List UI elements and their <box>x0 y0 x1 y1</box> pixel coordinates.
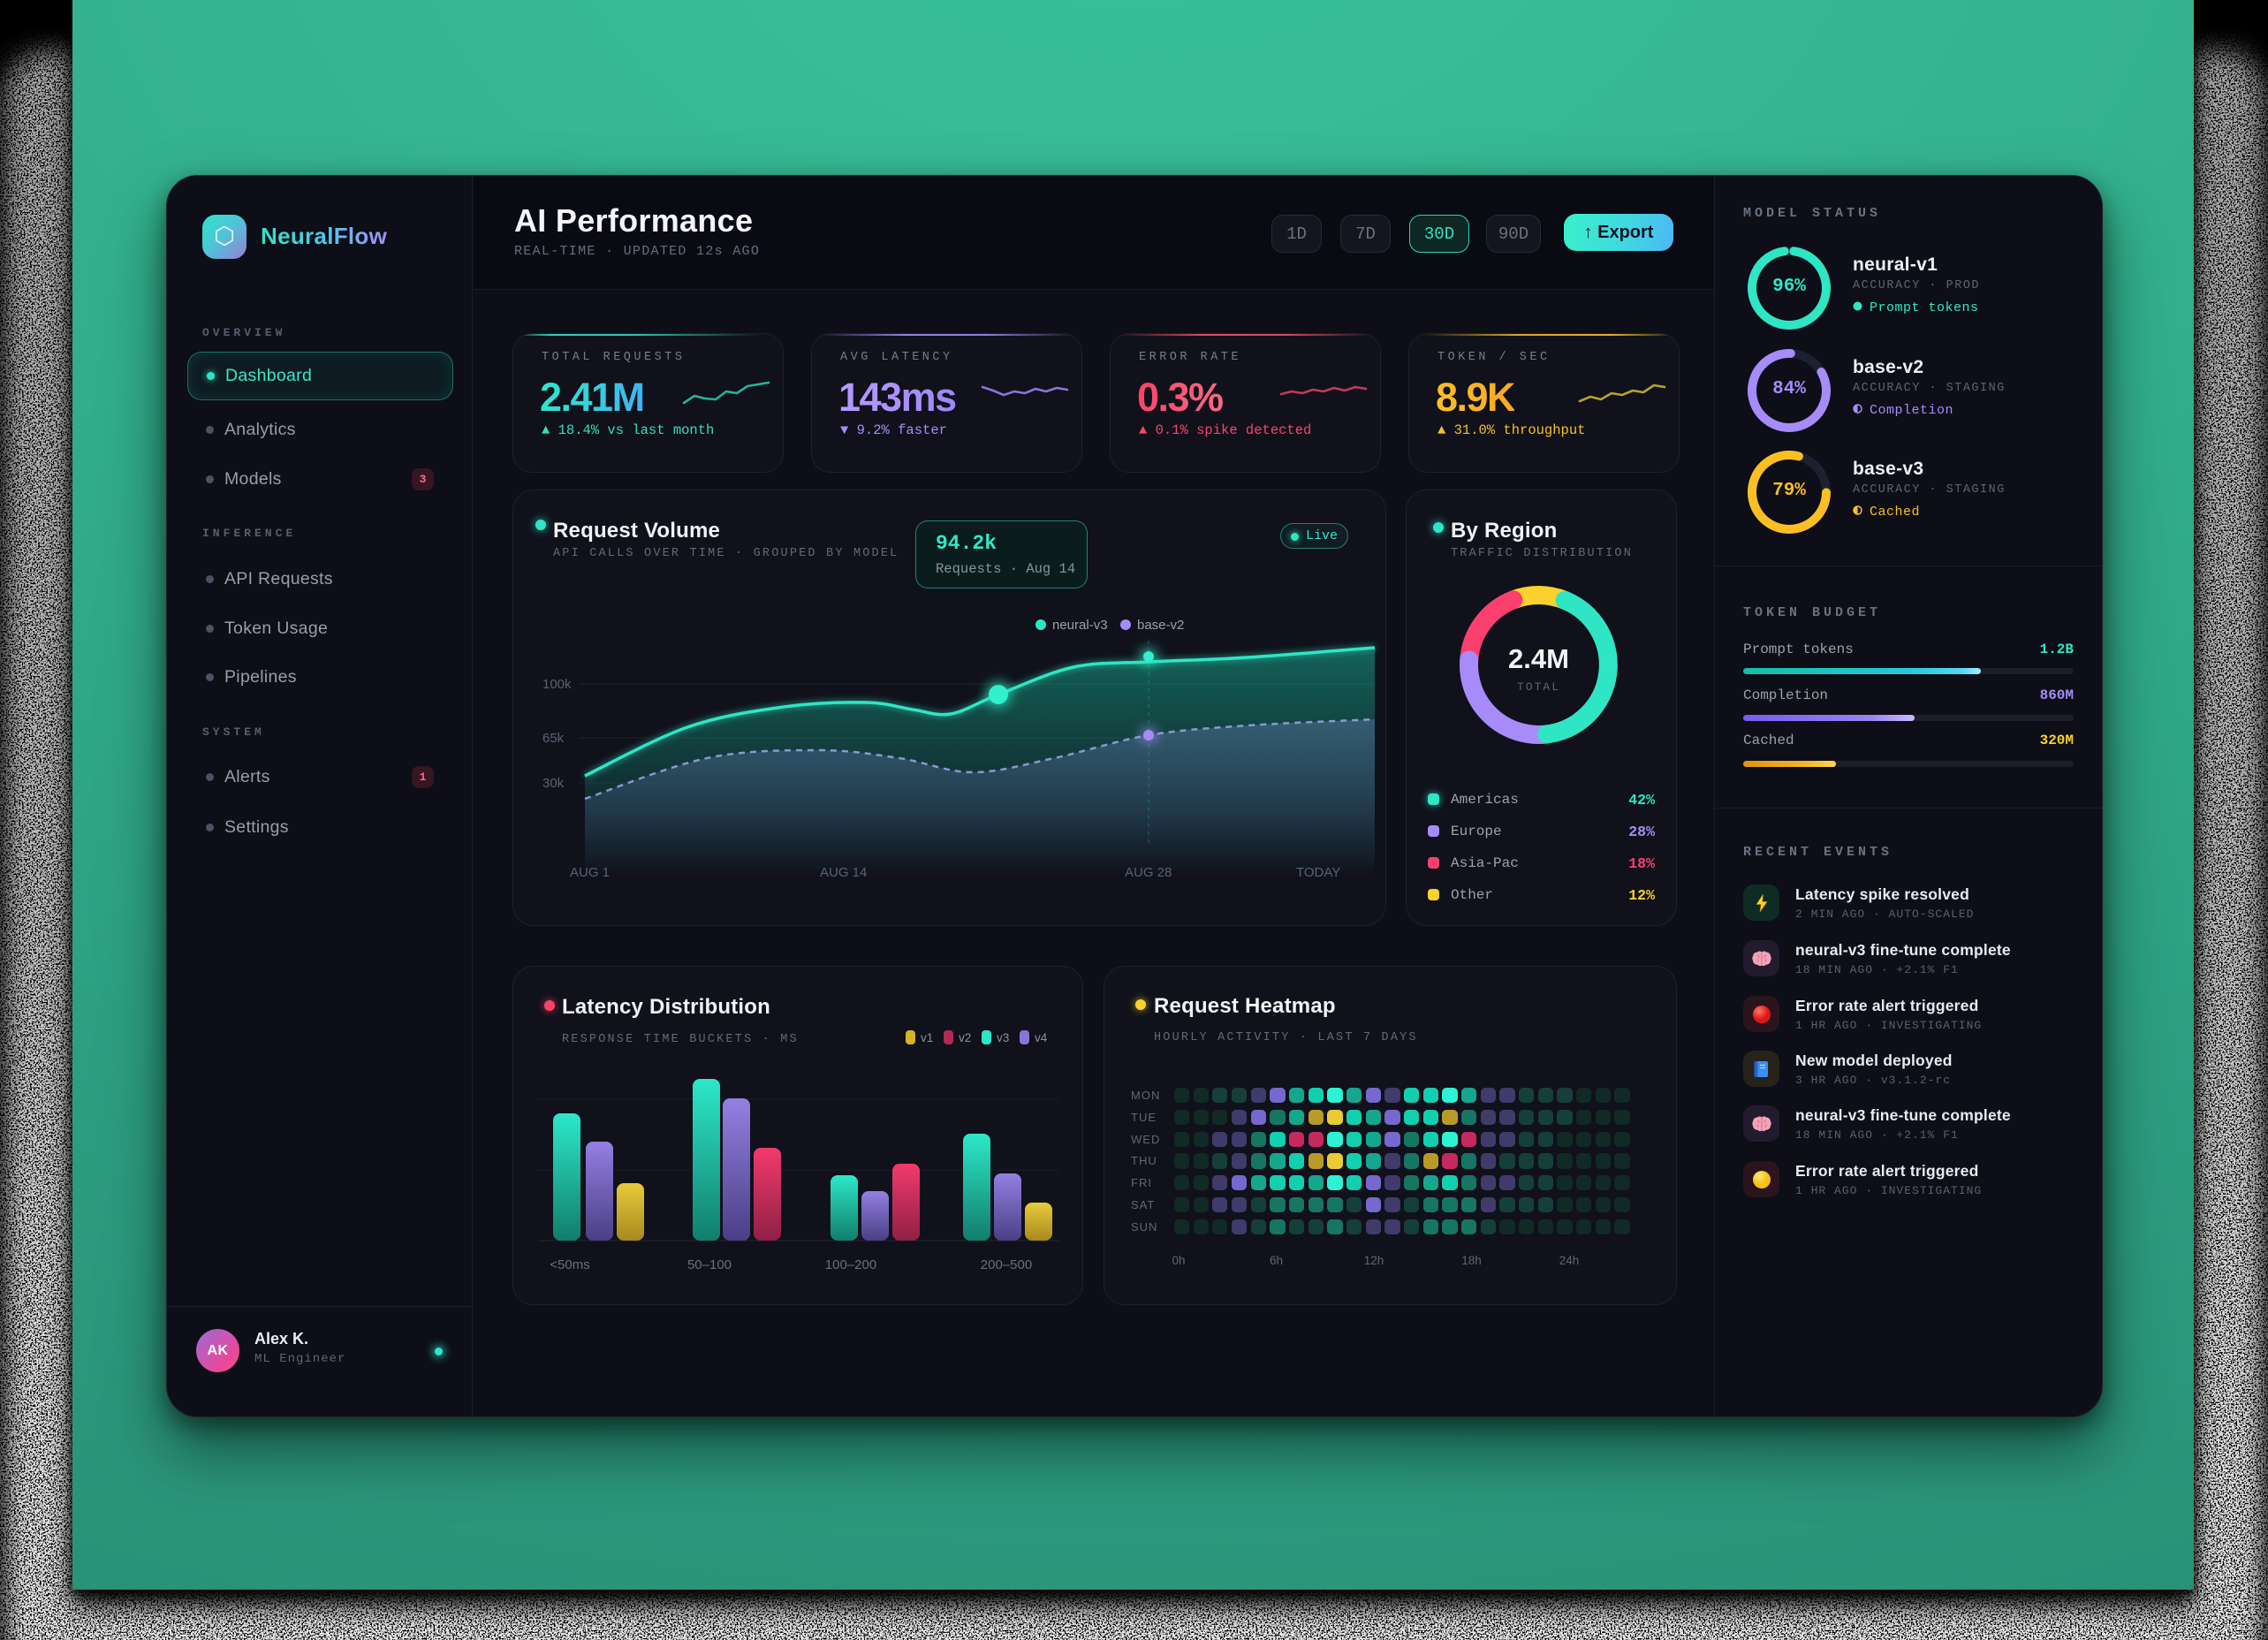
svg-text:neural-v3: neural-v3 <box>1052 618 1108 633</box>
svg-text:2.4M: 2.4M <box>1508 643 1569 674</box>
svg-text:50–100: 50–100 <box>687 1257 732 1272</box>
svg-text:65k: 65k <box>542 731 565 746</box>
svg-text:30k: 30k <box>542 776 565 791</box>
svg-text:100–200: 100–200 <box>825 1257 876 1272</box>
svg-text:TOTAL: TOTAL <box>1517 680 1560 694</box>
svg-text:<50ms: <50ms <box>550 1257 589 1272</box>
svg-text:100k: 100k <box>542 677 572 692</box>
svg-text:base-v2: base-v2 <box>1137 618 1184 633</box>
svg-text:200–500: 200–500 <box>981 1257 1032 1272</box>
